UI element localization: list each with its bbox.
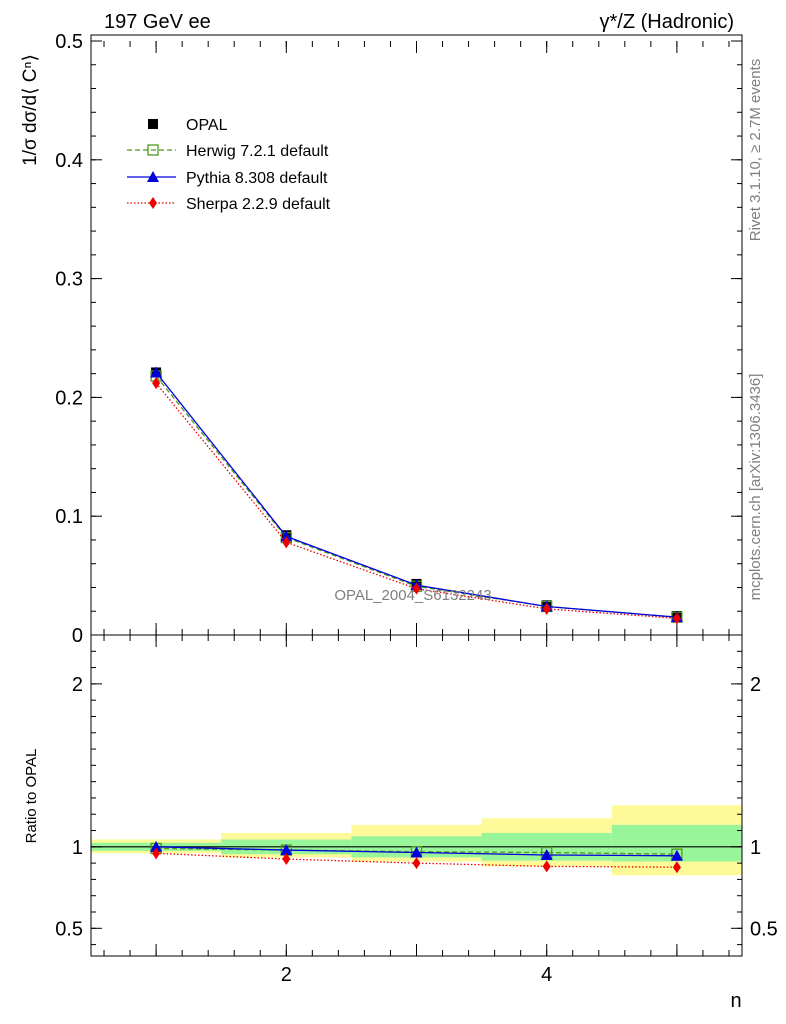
legend-entry-pythia: Pythia 8.308 default: [127, 170, 328, 187]
data-point-sherpa: [152, 847, 161, 860]
legend-label-sherpa: Sherpa 2.2.9 default: [186, 196, 331, 213]
data-point-sherpa: [152, 377, 161, 390]
ratio-frame: [90, 634, 743, 957]
y-tick-label: 0.2: [55, 387, 83, 409]
y-tick-label: 2: [72, 674, 83, 696]
series-line-sherpa: [156, 852, 677, 868]
data-point-sherpa: [672, 612, 681, 625]
ratio-panel: 0.5 0.5 1 1 2 2 2 4 Ratio to OPAL n: [23, 634, 778, 1012]
legend-label-opal: OPAL: [186, 117, 228, 134]
x-tick-label: 4: [541, 964, 552, 986]
legend-entry-opal: OPAL: [148, 117, 228, 134]
data-point-pythia: [280, 844, 293, 856]
data-point-sherpa: [542, 602, 551, 615]
y-tick-label: 0.5: [55, 31, 83, 53]
y-tick-label: 0.4: [55, 150, 83, 172]
main-plot-area: 0 0.1 0.2 0.3 0.4 0.5: [55, 31, 742, 647]
y-tick-label: 0: [72, 625, 83, 647]
legend-entry-herwig: Herwig 7.2.1 default: [127, 143, 329, 160]
ratio-plot-area: 0.5 0.5 1 1 2 2 2 4: [55, 634, 778, 986]
side-label-rivet: Rivet 3.1.10, ≥ 2.7M events: [747, 59, 764, 242]
data-point-sherpa: [542, 860, 551, 873]
ratio-ylabel: Ratio to OPAL: [23, 749, 40, 844]
y-tick-label-right: 2: [750, 674, 761, 696]
legend-marker-opal: [148, 119, 158, 129]
data-point-sherpa: [672, 861, 681, 874]
data-point-sherpa: [282, 536, 291, 549]
data-point-sherpa: [412, 582, 421, 595]
data-point-sherpa: [282, 853, 291, 866]
main-panel: 0 0.1 0.2 0.3 0.4 0.5 1/σ dσ/d⟨ Cⁿ⟩ OPAL_2004…: [20, 31, 743, 647]
side-label-mcplots: mcplots.cern.ch [arXiv:1306.3436]: [747, 374, 764, 601]
data-point-pythia: [540, 848, 553, 860]
legend-label-pythia: Pythia 8.308 default: [186, 170, 328, 187]
data-point-sherpa: [412, 857, 421, 870]
y-tick-label: 0.3: [55, 269, 83, 291]
main-ylabel: 1/σ dσ/d⟨ Cⁿ⟩: [20, 54, 41, 166]
data-point-pythia: [150, 366, 163, 378]
x-tick-label: 2: [281, 964, 292, 986]
y-tick-label: 0.1: [55, 506, 83, 528]
data-point-pythia: [410, 846, 423, 858]
y-tick-label: 1: [72, 837, 83, 859]
header-right: γ*/Z (Hadronic): [600, 11, 734, 33]
legend: OPAL Herwig 7.2.1 default Pythia 8.308 d…: [127, 117, 331, 213]
data-point-pythia: [670, 849, 683, 861]
data-point-pythia: [150, 840, 163, 852]
x-axis-label: n: [730, 990, 741, 1012]
y-tick-label: 0.5: [55, 918, 83, 940]
legend-label-herwig: Herwig 7.2.1 default: [186, 143, 329, 160]
y-tick-label-right: 1: [750, 837, 761, 859]
y-tick-label-right: 0.5: [750, 918, 778, 940]
header-left: 197 GeV ee: [104, 11, 211, 33]
watermark: OPAL_2004_S6132243: [334, 587, 491, 604]
legend-marker-herwig: [147, 144, 159, 156]
legend-entry-sherpa: Sherpa 2.2.9 default: [127, 196, 331, 213]
legend-marker-sherpa: [149, 197, 157, 209]
legend-marker-pythia: [147, 171, 159, 182]
